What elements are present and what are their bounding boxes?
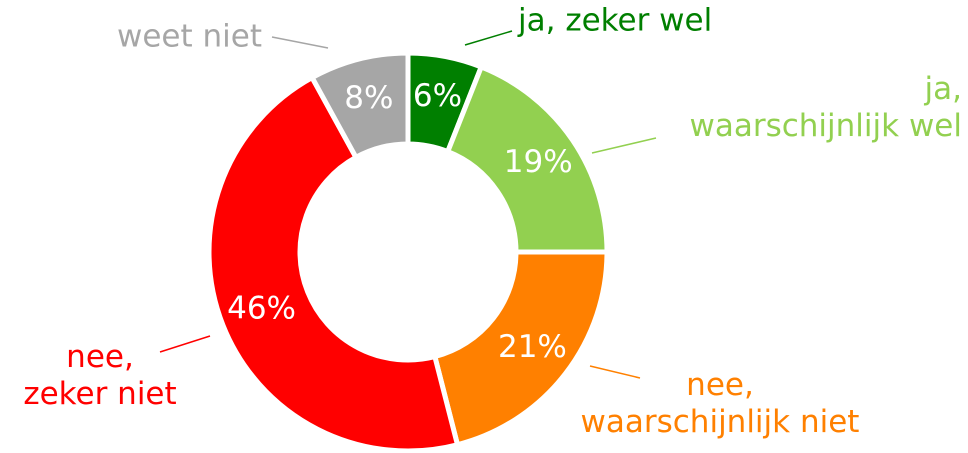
value-label: 8%: [344, 80, 393, 116]
category-label: weet niet: [117, 19, 262, 55]
value-label: 19%: [504, 144, 573, 180]
leader-line: [591, 137, 657, 154]
leader-line: [589, 365, 641, 379]
category-label: ja, zeker wel: [517, 3, 712, 39]
leader-line: [271, 36, 329, 49]
donut-slice: [206, 74, 461, 453]
leader-line: [159, 335, 211, 353]
donut-slice: [431, 249, 610, 448]
donut-slice: [444, 63, 610, 255]
value-label: 6%: [413, 78, 462, 114]
donut-slice: [308, 50, 411, 161]
category-label: nee, zeker niet: [23, 339, 176, 412]
value-label: 21%: [498, 329, 567, 365]
category-label: ja, waarschijnlijk wel: [690, 71, 963, 144]
leader-line: [464, 30, 513, 46]
category-label: nee, waarschijnlijk niet: [581, 367, 860, 440]
value-label: 46%: [227, 290, 296, 326]
